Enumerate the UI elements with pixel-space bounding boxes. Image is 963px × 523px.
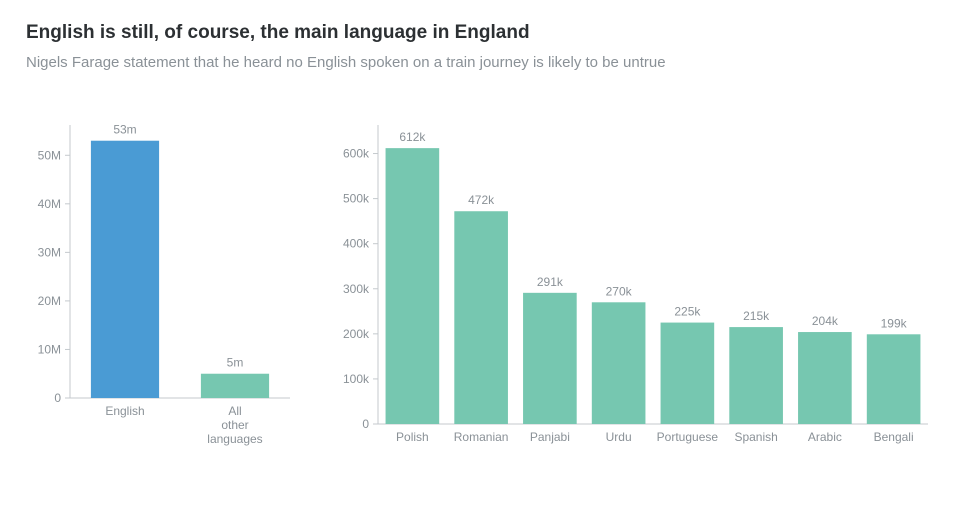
value-label: 5m [227,356,244,370]
y-tick-label: 400k [343,237,370,251]
charts-container: 0 10M 20M 30M 40M 50M 53m English 5m Allotherlang… [26,109,937,454]
value-label: 225k [674,305,701,319]
bar [798,332,852,424]
y-tick-label: 500k [343,192,370,206]
bar [729,327,783,424]
bar [454,211,508,424]
category-label: Romanian [454,430,509,444]
value-label: 215k [743,309,770,323]
y-tick-label: 0 [362,417,369,431]
bar [592,302,646,424]
y-tick-label: 0 [54,391,61,405]
y-tick-label: 40M [38,197,61,211]
chart-subtitle: Nigels Farage statement that he heard no… [26,54,937,71]
value-label: 270k [606,284,633,298]
value-label: 53m [113,123,136,137]
category-label: Spanish [734,430,777,444]
category-label: Polish [396,430,429,444]
y-tick-label: 30M [38,245,61,259]
category-label: All [228,404,241,418]
y-tick-label: 100k [343,372,370,386]
bar [661,323,715,424]
y-tick-label: 200k [343,327,370,341]
chart-title: English is still, of course, the main la… [26,22,937,44]
bar [867,334,921,424]
category-label: Bengali [874,430,914,444]
y-tick-label: 300k [343,282,370,296]
bar [201,374,269,398]
value-label: 199k [881,316,908,330]
chart-left: 0 10M 20M 30M 40M 50M 53m English 5m Allotherlang… [26,109,296,454]
y-tick-label: 600k [343,147,370,161]
bar [386,148,440,424]
value-label: 612k [399,130,426,144]
bar [91,141,159,398]
category-label: languages [207,432,262,446]
y-tick-label: 50M [38,148,61,162]
bar [523,293,577,424]
value-label: 291k [537,275,564,289]
category-label: Urdu [606,430,632,444]
category-label: Portuguese [657,430,719,444]
value-label: 204k [812,314,839,328]
category-label: other [221,418,248,432]
category-label: Arabic [808,430,842,444]
y-tick-label: 20M [38,294,61,308]
chart-right: 0 100k 200k 300k 400k 500k 600k 612k Polish 472k R… [334,109,934,454]
value-label: 472k [468,193,495,207]
category-label: Panjabi [530,430,570,444]
category-label: English [105,404,144,418]
y-tick-label: 10M [38,342,61,356]
